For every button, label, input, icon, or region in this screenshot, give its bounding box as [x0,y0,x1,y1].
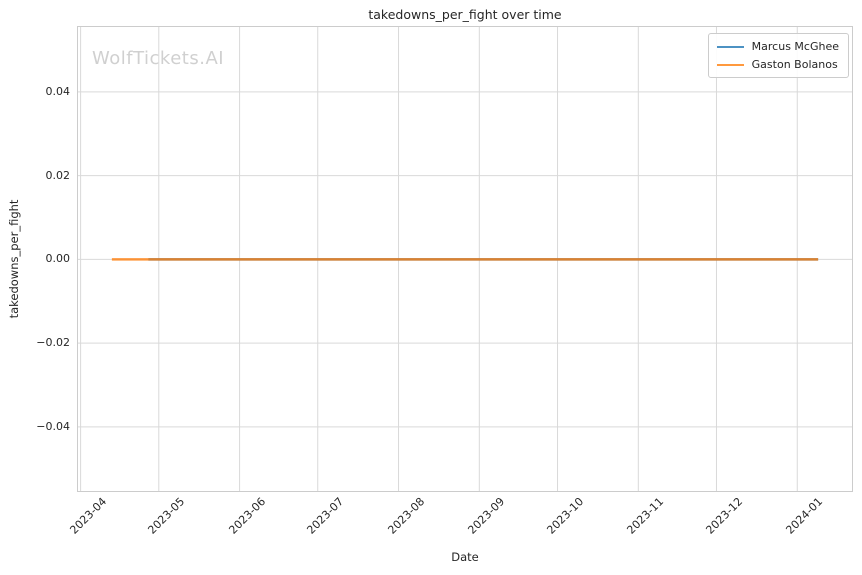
legend-item: Marcus McGhee [716,40,839,53]
chart-title: takedowns_per_fight over time [368,7,562,22]
y-tick-label: −0.02 [36,336,70,350]
y-tick-label: 0.00 [45,252,71,266]
y-tick-label: 0.02 [45,168,71,182]
legend-line-swatch [716,63,744,66]
legend-label: Gaston Bolanos [751,58,838,71]
watermark-text: WolfTickets.AI [92,48,225,69]
legend-item: Gaston Bolanos [716,58,839,71]
legend-line-swatch [716,45,744,48]
y-tick-label: −0.04 [36,419,70,433]
x-axis-label: Date [451,550,479,564]
y-axis-label: takedowns_per_fight [7,199,21,319]
y-tick-label: 0.04 [45,84,71,98]
legend-label: Marcus McGhee [751,40,839,53]
legend: Marcus McGhee Gaston Bolanos [707,33,849,78]
